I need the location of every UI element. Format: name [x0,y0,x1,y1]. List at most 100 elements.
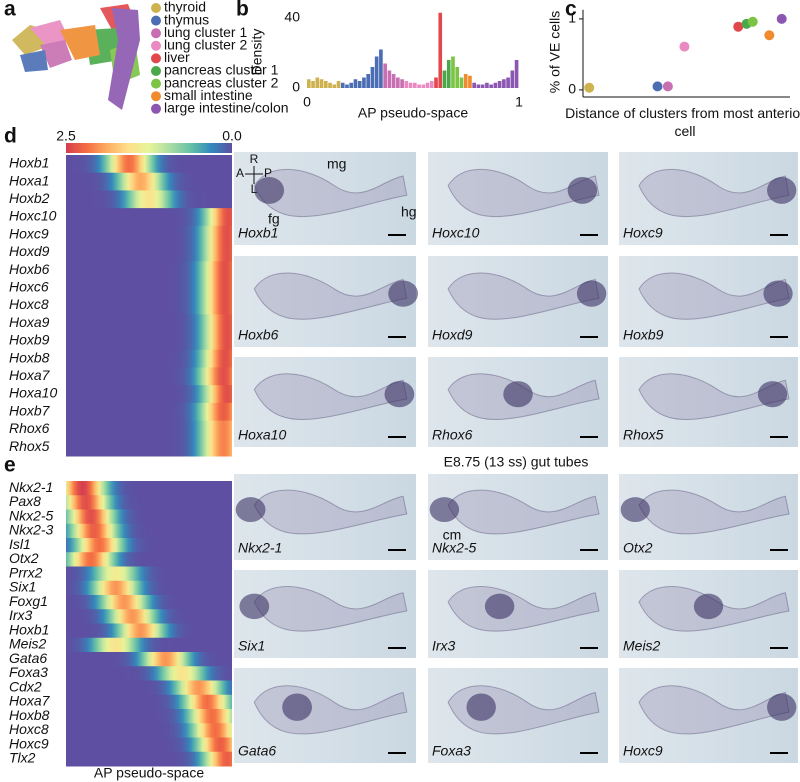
heatmap-row [66,523,232,539]
y-axis-label: % of VE cells [547,11,563,93]
annotation: fg [268,211,280,227]
bar [455,67,460,88]
panel-label: b [236,0,249,21]
legend-swatch [151,15,161,26]
gene-label: Isl1 [9,536,31,552]
gene-label: Rhox5 [623,427,664,443]
micrograph [619,474,798,560]
y-tick-label: 1 [568,10,576,26]
micrograph [234,474,416,560]
bar [485,82,489,88]
heatmap-row [66,438,232,457]
gene-label: Gata6 [238,743,276,759]
bar [311,81,315,88]
bar [366,74,370,88]
point [733,21,744,32]
legend-label: pancreas cluster 2 [164,74,279,90]
x-axis-label: Distance of clusters from most anterior … [565,105,800,139]
heatmap-row [66,652,232,667]
gene-label: Hoxa7 [9,693,51,709]
gene-label: Hoxb8 [9,707,50,723]
gene-label: Rhox6 [9,420,50,436]
stain [693,593,724,620]
gene-label: Prrx2 [9,564,43,580]
bar [383,63,387,88]
gene-label: Hoxb6 [238,327,279,343]
stain [466,693,496,721]
gene-label: Hoxb1 [238,225,278,241]
legend-swatch [151,40,161,51]
gene-label: Hoxd9 [432,327,473,343]
gene-label: Nkx2-5 [432,540,477,556]
region [20,50,48,72]
gene-label: Hoxc9 [9,225,49,241]
gene-label: Hoxc8 [9,721,49,737]
gene-label: Hoxa1 [9,172,49,188]
legend-swatch [151,91,161,102]
gene-label: Irx3 [432,638,456,654]
bar [387,70,392,88]
bar [425,82,430,88]
bar [489,84,493,88]
bar [502,79,506,88]
heatmap-row [66,637,232,653]
point [584,82,595,93]
bar [307,79,311,88]
bar [391,74,396,88]
stain [254,176,285,204]
bar [506,77,510,88]
gene-label: Gata6 [9,650,47,666]
bar [332,84,337,88]
gene-label: Hoxc10 [432,225,480,241]
micrograph [619,152,798,245]
heatmap-row [66,367,232,386]
stain [576,280,607,307]
heatmap-row [66,623,232,639]
bar [472,82,476,88]
bar [463,74,468,88]
tissue [447,168,600,218]
bar [400,79,404,88]
gene-label: Otx2 [9,550,39,566]
gene-label: Hoxc9 [623,225,663,241]
heatmap-row [66,552,232,567]
legend-label: thyroid [164,0,206,15]
colorbar [66,143,232,153]
annotation: mg [327,156,346,172]
legend-swatch [151,53,161,64]
legend-swatch [151,28,161,39]
gene-label: Hoxa7 [9,367,51,383]
legend-label: small intestine [164,87,253,103]
bar [421,84,426,88]
bar [497,81,502,88]
point [662,81,673,92]
gene-label: Foxa3 [432,743,471,759]
y-tick-label: 40 [284,9,300,25]
gene-label: Rhox6 [432,427,473,443]
heatmap-row [66,609,232,624]
y-tick-label: 0 [568,81,576,97]
micrograph [234,668,416,763]
gene-label: Hoxc10 [9,208,57,224]
heatmap-row [66,595,232,610]
bar [514,60,519,88]
bar [328,82,332,88]
point [764,30,775,41]
stain [757,381,788,408]
bar [468,75,472,88]
bar [413,82,417,88]
bar [336,81,341,88]
bar [353,79,358,88]
bar [451,56,455,88]
heatmap-row [66,332,232,351]
heatmap-row [66,566,232,582]
bar [323,81,328,88]
bar [408,82,413,88]
micrograph [428,668,608,763]
gene-label: Nkx2-1 [238,540,282,556]
legend-swatch [151,66,161,76]
stain [767,693,797,721]
heatmap-row [66,737,232,753]
bar [493,82,498,88]
annotation: A [236,166,244,180]
